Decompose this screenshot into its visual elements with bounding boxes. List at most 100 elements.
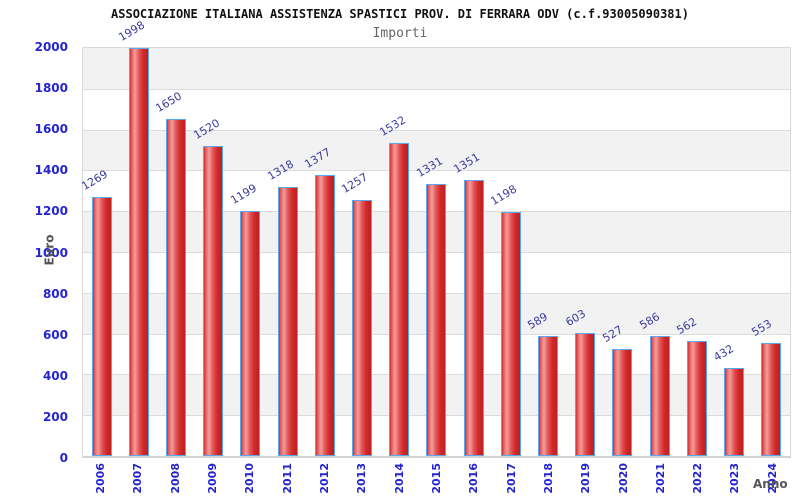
x-tick-label-2009: 2009 — [206, 463, 220, 494]
x-tick-label-2007: 2007 — [131, 463, 145, 494]
bar-slot-2024: 553 — [749, 48, 790, 456]
x-tick-label-2018: 2018 — [541, 463, 555, 494]
value-label-2015: 1331 — [414, 154, 445, 181]
x-tick-label-2020: 2020 — [616, 463, 630, 494]
value-label-2022: 562 — [674, 315, 700, 338]
bar-2022 — [686, 341, 707, 456]
y-tick-label-400: 400 — [42, 368, 68, 383]
y-tick-label-1400: 1400 — [34, 163, 68, 178]
y-tick-label-1200: 1200 — [34, 204, 68, 219]
y-axis-title: Euro — [42, 234, 57, 266]
chart-subtitle: Importi — [372, 26, 428, 41]
plot-band — [83, 88, 790, 130]
y-tick-label-0: 0 — [59, 451, 68, 465]
plot-area: 1269 1998 1650 1520 1199 1318 1377 1257 1532 1331… — [79, 19, 791, 458]
value-label-2020: 527 — [600, 322, 625, 345]
value-label-2016: 1351 — [451, 150, 483, 177]
value-label-2014: 1532 — [376, 113, 408, 140]
bar-2012 — [314, 175, 335, 456]
x-tick-slot: 2009 — [194, 463, 231, 499]
x-tick-slot: 2012 — [306, 463, 343, 499]
x-axis-title: Anno — [753, 477, 788, 491]
plot-band — [83, 48, 790, 89]
x-tick-slot: 2023 — [716, 463, 753, 499]
x-tick-slot: 2016 — [455, 463, 492, 499]
x-tick-slot: 2015 — [418, 463, 455, 499]
bar-slot-2011: 1318 — [265, 48, 306, 456]
bar-slot-2021: 586 — [637, 48, 678, 456]
y-tick-label-600: 600 — [42, 327, 68, 342]
bar-2014 — [389, 143, 410, 456]
x-tick-label-2019: 2019 — [579, 463, 593, 494]
bar-slot-2023: 432 — [711, 48, 752, 456]
bar-slot-2018: 589 — [525, 48, 566, 456]
x-tick-slot: 2013 — [343, 463, 380, 499]
bar-slot-2010: 1199 — [228, 48, 269, 456]
bar-2018 — [538, 335, 559, 456]
value-label-2011: 1318 — [265, 157, 297, 184]
x-tick-slot: 2019 — [567, 463, 604, 499]
bar-slot-2022: 562 — [674, 48, 715, 456]
bar-slot-2009: 1520 — [191, 48, 232, 456]
bar-slot-2012: 1377 — [302, 48, 343, 456]
bar-2021 — [649, 336, 670, 456]
bar-slot-2020: 527 — [600, 48, 641, 456]
x-tick-slot: 2017 — [492, 463, 529, 499]
bar-slot-2007: 1998 — [117, 19, 157, 456]
bar-2013 — [352, 199, 373, 456]
y-tick-label-200: 200 — [42, 409, 68, 424]
bar-slot-2006: 1269 — [79, 48, 120, 456]
value-label-2024: 553 — [748, 317, 774, 340]
x-tick-slot: 2008 — [157, 463, 194, 499]
x-tick-label-2015: 2015 — [429, 463, 443, 494]
value-label-2023: 432 — [711, 341, 737, 364]
value-label-2009: 1520 — [190, 116, 222, 142]
x-tick-label-2006: 2006 — [94, 463, 108, 494]
x-tick-label-2008: 2008 — [168, 463, 182, 494]
value-label-2013: 1257 — [339, 170, 371, 196]
bar-2010 — [240, 211, 261, 456]
bar-2006 — [91, 197, 112, 456]
x-tick-slot: 2020 — [604, 463, 641, 499]
x-tick-label-2021: 2021 — [653, 463, 667, 494]
value-label-2008: 1650 — [153, 89, 185, 116]
value-label-2018: 589 — [525, 309, 551, 332]
x-tick-slot: 2006 — [82, 463, 119, 499]
x-tick-label-2022: 2022 — [691, 463, 705, 494]
bar-slot-2008: 1650 — [153, 48, 194, 456]
x-tick-label-2016: 2016 — [467, 463, 481, 494]
bar-2020 — [612, 348, 633, 456]
bar-slot-2013: 1257 — [339, 48, 380, 456]
x-tick-label-2012: 2012 — [318, 463, 332, 494]
x-tick-label-2013: 2013 — [355, 463, 369, 494]
y-axis: 0 200 400 600 800 1000 1200 1400 1600 1800 2000 — [0, 40, 76, 465]
x-tick-slot: 2022 — [679, 463, 716, 499]
bar-2008 — [166, 119, 186, 456]
value-label-2010: 1199 — [228, 181, 259, 208]
x-tick-label-2023: 2023 — [728, 463, 742, 494]
x-tick-slot: 2011 — [269, 463, 306, 499]
x-tick-slot: 2018 — [530, 463, 567, 499]
bar-2023 — [724, 367, 745, 456]
bar-slot-2016: 1351 — [451, 48, 492, 456]
bar-slot-2014: 1532 — [377, 48, 418, 456]
x-tick-label-2011: 2011 — [280, 463, 294, 494]
x-tick-slot: 2014 — [381, 463, 418, 499]
x-tick-slot: 2021 — [642, 463, 679, 499]
value-label-2021: 586 — [637, 310, 663, 333]
x-tick-label-2014: 2014 — [392, 463, 406, 494]
plot-band — [83, 129, 790, 171]
value-label-2019: 603 — [562, 307, 588, 329]
x-tick-slot: 2010 — [231, 463, 268, 499]
bar-2019 — [575, 333, 596, 456]
bar-2015 — [426, 184, 447, 456]
bar-slot-2019: 603 — [563, 48, 604, 456]
bar-series: 1269 1998 1650 1520 1199 1318 1377 1257 1532 1331… — [79, 19, 790, 456]
y-tick-label-1000: 1000 — [34, 245, 68, 260]
bar-slot-2017: 1198 — [489, 48, 529, 456]
bar-2007 — [128, 48, 149, 456]
x-tick-slot: 2007 — [119, 463, 156, 499]
y-tick-label-1800: 1800 — [34, 81, 68, 96]
value-label-2012: 1377 — [302, 145, 334, 172]
